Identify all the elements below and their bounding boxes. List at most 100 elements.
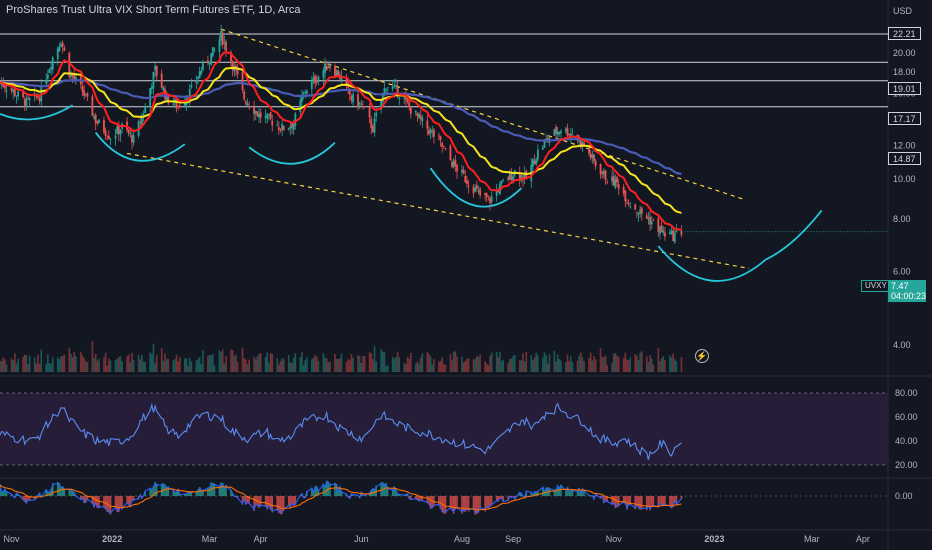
candle-body [419, 115, 422, 120]
candle-body [246, 103, 249, 106]
candle-body [523, 172, 526, 179]
candle-body [167, 94, 170, 104]
macd-histogram-bar [634, 496, 637, 510]
volume-bar [616, 355, 618, 372]
level-tag-2[interactable]: 19.01 [888, 82, 921, 95]
volume-bar [466, 358, 468, 372]
macd-histogram-bar [33, 496, 36, 501]
volume-bar [91, 341, 94, 372]
volume-bar [386, 365, 389, 372]
candle-body [535, 159, 538, 165]
macd-histogram-bar [144, 490, 146, 496]
macd-histogram-bar [98, 496, 100, 509]
candle-body [291, 123, 293, 128]
price-tick-label: 6.00 [893, 266, 911, 276]
candle-body [606, 182, 609, 183]
volume-bar [672, 353, 674, 372]
candle-body [626, 202, 628, 204]
candle-body [474, 187, 477, 192]
candle-body [200, 70, 203, 74]
volume-bar [391, 356, 394, 372]
level-tag-3[interactable]: 17.17 [888, 112, 921, 125]
volume-bar [340, 353, 343, 372]
cup-arc[interactable] [94, 132, 186, 162]
volume-bar [50, 363, 52, 372]
volume-bar [38, 363, 41, 372]
level-tag-4[interactable]: 14.87 [888, 152, 921, 165]
volume-bar [462, 362, 465, 372]
volume-bar [114, 360, 117, 372]
volume-bar [428, 354, 430, 372]
volume-bar [414, 363, 417, 372]
volume-bar [27, 363, 29, 372]
price-tick-label: 20.00 [893, 48, 916, 58]
candle-body [532, 159, 534, 167]
cup-arc[interactable] [765, 209, 823, 261]
volume-bar [467, 358, 470, 372]
trendline[interactable] [220, 28, 746, 201]
volume-bar [126, 356, 128, 372]
cup-arc[interactable] [0, 104, 74, 121]
volume-bar [48, 363, 51, 372]
candle-body [507, 177, 510, 180]
macd-pane [0, 480, 888, 515]
candle-body [63, 47, 66, 51]
cup-drawings[interactable] [0, 104, 823, 282]
volume-bar [421, 353, 424, 372]
candle-body [210, 53, 213, 65]
trendlines[interactable] [126, 28, 750, 270]
volume-bar [84, 360, 87, 372]
volume-bar [396, 351, 399, 372]
volume-bar [555, 361, 557, 372]
horizontal-levels[interactable] [0, 33, 888, 108]
volume-bar [588, 357, 590, 372]
macd-histogram-bar [121, 496, 123, 510]
candle-body [325, 66, 328, 71]
volume-bar [507, 363, 509, 372]
volume-bar [188, 357, 191, 372]
volume-bar [622, 357, 625, 372]
volume-bar [258, 353, 260, 372]
cup-arc[interactable] [657, 245, 767, 282]
candle-body [310, 81, 313, 90]
volume-bar [490, 352, 493, 372]
candle-body [449, 145, 452, 160]
volume-bar [0, 361, 1, 372]
volume-bar [56, 357, 59, 372]
volume-bar [235, 355, 237, 372]
trendline[interactable] [126, 152, 750, 270]
macd-histogram-bar [236, 496, 239, 498]
macd-histogram-bar [339, 486, 341, 496]
macd-histogram-bar [680, 496, 683, 500]
candle-body [404, 97, 407, 100]
volume-bar [61, 356, 64, 372]
candle-body [565, 128, 567, 132]
lightning-icon[interactable]: ⚡ [695, 349, 709, 363]
candle-body [616, 177, 618, 183]
cup-arc[interactable] [429, 167, 523, 208]
volume-bar [276, 358, 278, 372]
macd-histogram-bar [649, 496, 651, 511]
volume-bar [299, 357, 302, 372]
volume-bar [243, 358, 245, 372]
level-tag-1[interactable]: 22.21 [888, 27, 921, 40]
volume-bar [558, 359, 561, 372]
volume-bar [530, 355, 533, 372]
volume-bar [175, 354, 178, 372]
macd-histogram-bar [490, 496, 493, 506]
macd-histogram-bar [495, 496, 498, 502]
volume-bar [202, 350, 204, 372]
volume-bar [81, 355, 84, 372]
candle-body [439, 136, 442, 141]
macd-histogram-bar [566, 486, 569, 496]
volume-bar [373, 346, 376, 372]
candle-body [94, 115, 97, 124]
volume-bar [566, 354, 569, 372]
candle-body [304, 91, 307, 93]
cup-arc[interactable] [248, 142, 336, 165]
volume-bar [383, 351, 386, 372]
macd-histogram-bar [537, 490, 539, 496]
candle-body [358, 102, 361, 105]
macd-histogram-bar [487, 496, 490, 509]
